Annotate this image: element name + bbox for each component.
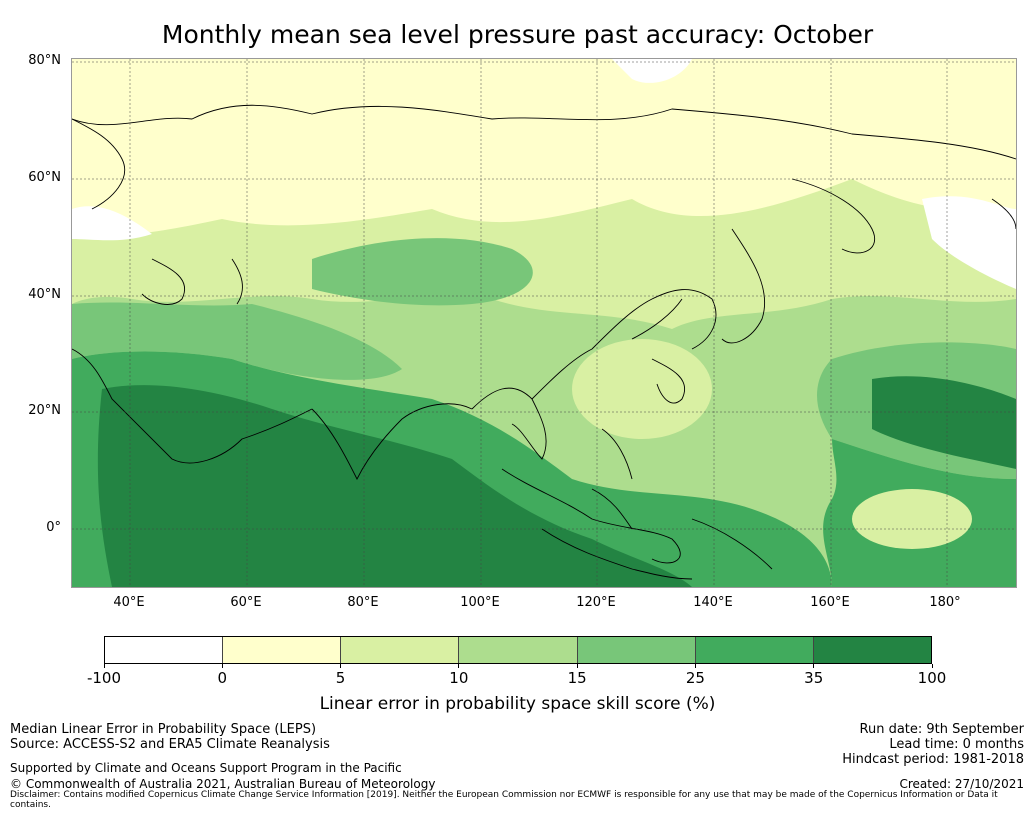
region-fill (72, 59, 1016, 236)
footer-method: Median Linear Error in Probability Space… (10, 722, 317, 737)
colorbar-segment (813, 637, 931, 663)
region-fill (72, 302, 402, 380)
region-fill (922, 196, 1016, 289)
footer-source: Source: ACCESS-S2 and ERA5 Climate Reana… (10, 737, 330, 752)
lon-label-60e: 60°E (230, 595, 262, 610)
lon-label-160e: 160°E (810, 595, 850, 610)
lat-label-20n: 20°N (28, 403, 61, 418)
colorbar-segment (577, 637, 696, 663)
colorbar-tick-label: -100 (86, 669, 122, 687)
colorbar-label: Linear error in probability space skill … (319, 694, 716, 714)
footer-lead-time: Lead time: 0 months (889, 737, 1024, 752)
colorbar-segment (459, 637, 578, 663)
colorbar-tick-mark (931, 664, 933, 668)
region-fill (72, 206, 152, 241)
lat-label-80n: 80°N (28, 53, 61, 68)
footer-supported: Supported by Climate and Oceans Support … (10, 761, 402, 775)
map-canvas (72, 59, 1016, 587)
lon-label-40e: 40°E (113, 595, 145, 610)
colorbar-tick-mark (458, 664, 460, 668)
lon-label-100e: 100°E (460, 595, 500, 610)
colorbar-segment (223, 637, 342, 663)
colorbar-tick-label: 0 (217, 669, 228, 687)
colorbar-tick-label: 35 (804, 669, 824, 687)
region-fill (312, 238, 533, 306)
colorbar-tick-mark (813, 664, 815, 668)
lat-label-40n: 40°N (28, 287, 61, 302)
footer-created: Created: 27/10/2021 (899, 777, 1024, 791)
colorbar-segment (341, 637, 460, 663)
map-title: Monthly mean sea level pressure past acc… (161, 20, 874, 49)
colorbar-tick-label: 15 (567, 669, 587, 687)
footer-disclaimer: Disclaimer: Contains modified Copernicus… (10, 790, 998, 810)
footer-run-date: Run date: 9th September (859, 722, 1024, 737)
lon-label-180: 180° (929, 595, 961, 610)
colorbar-tick-label: 100 (917, 669, 947, 687)
colorbar-tick-label: 10 (449, 669, 469, 687)
lon-label-80e: 80°E (347, 595, 379, 610)
colorbar-tick-mark (340, 664, 342, 668)
colorbar-segment (695, 637, 814, 663)
lat-label-60n: 60°N (28, 170, 61, 185)
colorbar (104, 636, 932, 664)
colorbar-tick-mark (221, 664, 223, 668)
region-fill (97, 385, 693, 587)
colorbar-tick-mark (576, 664, 578, 668)
colorbar-tick-label: 5 (335, 669, 346, 687)
colorbar-segment (105, 637, 224, 663)
region-fill (572, 339, 712, 439)
colorbar-tick-mark (103, 664, 105, 668)
region-fill (72, 179, 1016, 329)
coastlines (72, 104, 1016, 580)
colorbar-tick-label: 25 (685, 669, 705, 687)
graticule (72, 59, 1016, 587)
region-fill (612, 59, 692, 83)
lon-label-120e: 120°E (576, 595, 616, 610)
region-fill (852, 489, 972, 549)
footer-copyright: © Commonwealth of Australia 2021, Austra… (10, 777, 436, 791)
colorbar-tick-mark (694, 664, 696, 668)
footer-hindcast: Hindcast period: 1981-2018 (842, 752, 1024, 767)
region-fill (872, 376, 1016, 469)
lon-label-140e: 140°E (693, 595, 733, 610)
lat-label-0: 0° (46, 520, 61, 535)
skill-score-map (71, 58, 1017, 588)
